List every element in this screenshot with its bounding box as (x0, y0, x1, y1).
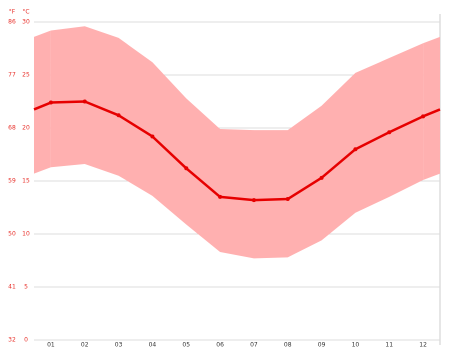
mean-point (116, 113, 121, 118)
y-axis-unit: °C (22, 9, 29, 16)
x-tick-label: 03 (115, 342, 123, 349)
y-tick-label: 20 (22, 125, 30, 132)
y-tick-label: 15 (22, 178, 30, 185)
x-tick-label: 11 (385, 342, 393, 349)
band-edge (34, 30, 51, 174)
y-tick-label: 0 (24, 337, 28, 344)
mean-point (218, 194, 223, 199)
y2-tick-label: 50 (8, 231, 16, 238)
y-tick-label: 5 (24, 284, 28, 291)
y2-tick-label: 68 (8, 125, 16, 132)
x-tick-label: 08 (284, 342, 292, 349)
mean-point (421, 114, 426, 119)
x-tick-label: 02 (81, 342, 89, 349)
y2-tick-label: 41 (8, 284, 16, 291)
mean-point (184, 166, 189, 171)
x-tick-label: 12 (419, 342, 427, 349)
y2-tick-label: 32 (8, 337, 16, 344)
y-tick-label: 10 (22, 231, 30, 238)
x-tick-label: 06 (216, 342, 224, 349)
x-tick-label: 04 (149, 342, 157, 349)
band-area (50, 26, 424, 259)
x-tick-label: 07 (250, 342, 258, 349)
y2-axis-unit: °F (9, 9, 16, 16)
band-edge (423, 36, 440, 180)
mean-point (387, 130, 392, 135)
mean-point (48, 100, 53, 105)
y2-tick-label: 59 (8, 178, 16, 185)
y2-tick-label: 77 (8, 72, 16, 79)
y-tick-label: 25 (22, 72, 30, 79)
line-edge (33, 101, 52, 111)
mean-point (82, 99, 87, 104)
mean-point (353, 147, 358, 152)
line-edge (422, 108, 441, 118)
mean-point (285, 197, 290, 202)
mean-point (150, 134, 155, 139)
x-tick-label: 10 (352, 342, 360, 349)
y-tick-label: 30 (22, 19, 30, 26)
mean-point (251, 198, 256, 203)
x-tick-label: 09 (318, 342, 326, 349)
mean-line (50, 100, 424, 202)
mean-point (319, 175, 324, 180)
x-tick-label: 01 (47, 342, 55, 349)
y2-tick-label: 86 (8, 19, 16, 26)
x-tick-label: 05 (182, 342, 190, 349)
